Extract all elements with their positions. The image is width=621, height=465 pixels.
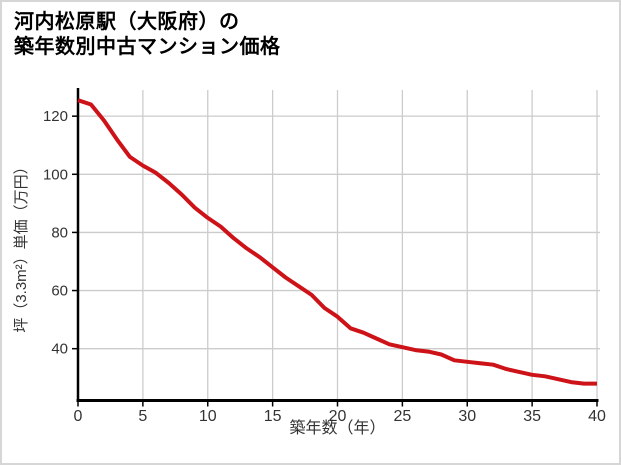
y-tick-label: 40 — [51, 341, 68, 358]
chart-title-line2: 築年数別中古マンション価格 — [14, 36, 281, 58]
price-line-series — [77, 98, 597, 386]
y-tick-label: 100 — [43, 166, 68, 183]
x-tick-label: 5 — [138, 408, 147, 425]
x-tick-label: 20 — [329, 408, 347, 425]
x-tick-label: 15 — [264, 408, 282, 425]
x-tick-label: 10 — [199, 408, 217, 425]
x-tick-label: 25 — [393, 408, 411, 425]
x-tick-label: 40 — [588, 408, 606, 425]
y-tick-label: 60 — [51, 283, 68, 300]
chart-title-line1: 河内松原駅（大阪府）の — [14, 11, 240, 33]
x-axis-title: 築年数（年） — [289, 420, 386, 437]
chart-title: 河内松原駅（大阪府）の 築年数別中古マンション価格 — [14, 10, 281, 60]
y-axis-title: 坪（3.3m²）単価（万円） — [13, 159, 30, 333]
x-tick-label: 30 — [458, 408, 476, 425]
y-tick-label: 120 — [43, 108, 68, 125]
y-tick-label: 80 — [51, 224, 68, 241]
x-tick-label: 35 — [523, 408, 541, 425]
x-tick-label: 0 — [74, 408, 83, 425]
